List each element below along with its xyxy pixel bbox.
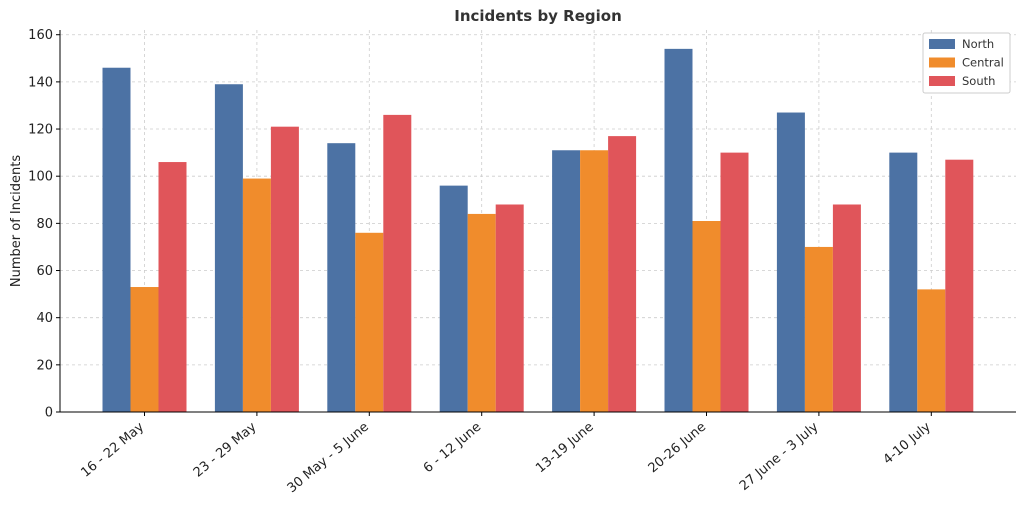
legend-label-south: South [962, 74, 995, 88]
bar-central-7 [917, 289, 946, 412]
x-tick-label-3: 6 - 12 June [421, 420, 484, 477]
y-tick-label-4: 80 [36, 217, 53, 232]
y-axis-label: Number of Incidents [9, 155, 24, 287]
legend-swatch-central [929, 57, 955, 68]
bar-north-0 [102, 67, 131, 412]
x-tick-label-6: 27 June - 3 July [737, 419, 822, 494]
bar-north-3 [439, 185, 468, 412]
x-tick-label-7: 4-10 July [881, 419, 935, 467]
x-tick-label-2: 30 May - 5 June [285, 420, 372, 497]
bar-central-4 [580, 150, 609, 412]
x-tick-label-1: 23 - 29 May [191, 419, 260, 480]
bar-north-1 [214, 84, 243, 413]
y-tick-label-8: 160 [28, 28, 53, 43]
legend-swatch-north [929, 39, 955, 49]
y-tick-label-1: 20 [36, 358, 53, 373]
bar-south-5 [720, 152, 749, 412]
bar-south-6 [832, 204, 861, 412]
bar-south-7 [945, 159, 974, 412]
bar-central-1 [242, 178, 271, 412]
bar-central-5 [692, 221, 721, 412]
legend-label-central: Central [962, 56, 1004, 70]
bar-north-7 [889, 152, 918, 412]
bar-central-3 [467, 213, 496, 412]
grid [60, 30, 1016, 412]
y-tick-label-2: 40 [36, 311, 53, 326]
bars [102, 48, 974, 413]
bar-north-4 [552, 150, 581, 412]
bar-central-6 [804, 246, 833, 412]
bar-south-1 [270, 126, 299, 412]
x-ticks: 16 - 22 May 23 - 29 May 30 May - 5 June 6 -… [78, 412, 934, 496]
axes [59, 30, 1016, 413]
y-tick-label-7: 140 [28, 75, 53, 90]
bar-south-0 [158, 162, 187, 412]
x-tick-label-5: 20-26 June [646, 420, 709, 477]
y-ticks: 0 20 40 60 80 100 120 140 160 [28, 28, 60, 421]
bar-south-3 [495, 204, 524, 412]
legend: North Central South [922, 32, 1011, 94]
bar-north-6 [776, 112, 805, 413]
x-tick-label-0: 16 - 22 May [78, 419, 147, 480]
bar-north-5 [664, 48, 693, 412]
legend-swatch-south [929, 76, 955, 86]
bar-south-2 [383, 114, 412, 412]
y-tick-label-3: 60 [36, 264, 53, 279]
bar-south-4 [608, 136, 637, 412]
legend-label-north: North [962, 37, 994, 51]
x-tick-label-4: 13-19 June [533, 420, 596, 477]
bar-central-0 [130, 287, 159, 412]
y-tick-label-0: 0 [45, 406, 53, 421]
chart-title: Incidents by Region [454, 7, 622, 25]
bar-north-2 [327, 143, 356, 412]
y-tick-label-6: 120 [28, 123, 53, 138]
y-tick-label-5: 100 [28, 170, 53, 185]
bar-central-2 [355, 232, 384, 412]
